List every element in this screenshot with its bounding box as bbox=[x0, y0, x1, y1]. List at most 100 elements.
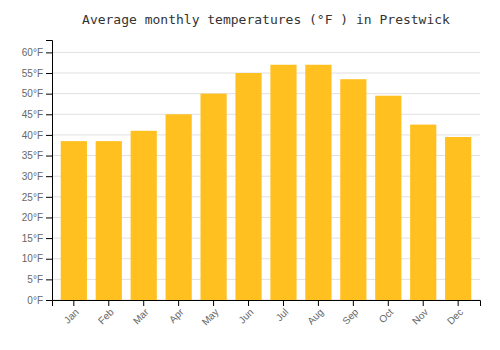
x-tick: Jul bbox=[274, 300, 291, 323]
y-tick-mark bbox=[46, 197, 52, 198]
x-tick-label: Apr bbox=[167, 306, 186, 325]
x-tick-label: Dec bbox=[445, 306, 465, 326]
bar bbox=[131, 131, 157, 300]
bar bbox=[235, 73, 261, 300]
x-tick-label: May bbox=[200, 306, 221, 327]
y-tick: 0°F bbox=[27, 295, 52, 306]
chart: 0°F 5°F 10°F 15°F 20°F 25°F 30°F 35°F 40°F 45°F 50… bbox=[0, 0, 500, 350]
y-axis-line bbox=[46, 41, 53, 301]
grid-line bbox=[52, 93, 480, 94]
y-tick-mark bbox=[46, 94, 52, 95]
y-axis: 0°F 5°F 10°F 15°F 20°F 25°F 30°F 35°F 40°F 45°F 50… bbox=[22, 41, 53, 306]
bar bbox=[340, 79, 366, 300]
y-tick: 35°F bbox=[22, 150, 52, 161]
y-tick-mark bbox=[46, 300, 52, 301]
y-tick: 45°F bbox=[22, 109, 52, 120]
y-tick-label: 35°F bbox=[22, 150, 43, 161]
y-tick-mark bbox=[46, 279, 52, 280]
bar bbox=[305, 65, 331, 300]
bar bbox=[96, 141, 122, 300]
x-tick: Dec bbox=[445, 300, 465, 327]
y-tick-mark bbox=[46, 217, 52, 218]
y-tick-label: 5°F bbox=[27, 274, 43, 285]
y-tick-label: 55°F bbox=[22, 68, 43, 79]
bar bbox=[410, 125, 436, 300]
x-tick-mark bbox=[143, 300, 144, 306]
y-tick-label: 50°F bbox=[22, 88, 43, 99]
y-tick: 20°F bbox=[22, 212, 52, 223]
bar bbox=[445, 137, 471, 300]
x-tick: Feb bbox=[96, 300, 116, 326]
x-tick: Jan bbox=[62, 300, 81, 326]
y-tick: 55°F bbox=[22, 68, 52, 79]
y-tick: 25°F bbox=[22, 192, 52, 203]
y-tick-mark bbox=[46, 73, 52, 74]
y-tick-label: 45°F bbox=[22, 109, 43, 120]
x-tick-mark bbox=[108, 300, 109, 306]
x-tick-mark bbox=[423, 300, 424, 306]
bar bbox=[61, 141, 87, 300]
y-tick-mark bbox=[46, 156, 52, 157]
y-tick-mark bbox=[46, 238, 52, 239]
x-tick-mark bbox=[248, 300, 249, 306]
y-tick-mark bbox=[46, 259, 52, 260]
y-tick-label: 15°F bbox=[22, 233, 43, 244]
y-tick-label: 30°F bbox=[22, 171, 43, 182]
y-tick: 50°F bbox=[22, 88, 52, 99]
x-tick-label: Jan bbox=[62, 306, 81, 325]
x-tick-mark bbox=[283, 300, 284, 306]
x-tick-mark bbox=[388, 300, 389, 306]
y-tick-label: 0°F bbox=[27, 295, 43, 306]
x-axis: Jan Feb Mar Apr May Jun Jul Aug Sep Oct Nov Dec bbox=[53, 300, 481, 328]
title: Average monthly temperatures (°F ) in Pr… bbox=[82, 12, 450, 27]
x-tick: Jun bbox=[236, 300, 255, 326]
x-tick: Sep bbox=[340, 300, 361, 327]
x-tick: Nov bbox=[410, 300, 430, 327]
x-tick-label: Nov bbox=[410, 306, 430, 326]
plot: 0°F 5°F 10°F 15°F 20°F 25°F 30°F 35°F 40°F 45°F 50… bbox=[22, 41, 481, 328]
y-tick-mark bbox=[46, 52, 52, 53]
y-tick: 60°F bbox=[22, 47, 52, 58]
bar bbox=[270, 65, 296, 300]
x-tick-mark bbox=[73, 300, 74, 306]
x-tick-mark bbox=[213, 300, 214, 306]
grid-line bbox=[52, 52, 480, 53]
x-axis-line bbox=[53, 301, 481, 307]
x-tick-label: Oct bbox=[377, 306, 396, 325]
x-tick-mark bbox=[178, 300, 179, 306]
grid-line bbox=[52, 114, 480, 115]
x-tick-label: Sep bbox=[340, 306, 361, 327]
bar bbox=[200, 94, 226, 300]
y-tick-mark bbox=[46, 176, 52, 177]
x-tick-mark bbox=[353, 300, 354, 306]
x-tick: Aug bbox=[305, 300, 325, 327]
grid bbox=[52, 52, 480, 300]
x-tick-label: Aug bbox=[305, 306, 325, 326]
bar bbox=[166, 114, 192, 300]
y-tick-label: 10°F bbox=[22, 253, 43, 264]
x-tick: Mar bbox=[131, 300, 151, 326]
grid-line bbox=[52, 73, 480, 74]
y-tick: 5°F bbox=[27, 274, 52, 285]
y-tick: 10°F bbox=[22, 253, 52, 264]
y-tick-label: 60°F bbox=[22, 47, 43, 58]
x-tick: Oct bbox=[377, 300, 396, 325]
bars bbox=[61, 65, 472, 300]
y-tick-label: 40°F bbox=[22, 130, 43, 141]
bar bbox=[375, 96, 401, 300]
y-tick: 30°F bbox=[22, 171, 52, 182]
x-tick-mark bbox=[318, 300, 319, 306]
x-tick: May bbox=[200, 300, 221, 328]
y-tick-mark bbox=[46, 135, 52, 136]
x-tick-label: Mar bbox=[131, 306, 151, 326]
y-tick-mark bbox=[46, 114, 52, 115]
y-tick-label: 20°F bbox=[22, 212, 43, 223]
y-tick-label: 25°F bbox=[22, 192, 43, 203]
x-tick-label: Jun bbox=[236, 306, 255, 325]
x-tick: Apr bbox=[167, 300, 186, 325]
y-tick: 15°F bbox=[22, 233, 52, 244]
x-tick-label: Feb bbox=[96, 306, 116, 326]
x-tick-label: Jul bbox=[274, 306, 291, 323]
y-tick: 40°F bbox=[22, 130, 52, 141]
x-tick-mark bbox=[458, 300, 459, 306]
